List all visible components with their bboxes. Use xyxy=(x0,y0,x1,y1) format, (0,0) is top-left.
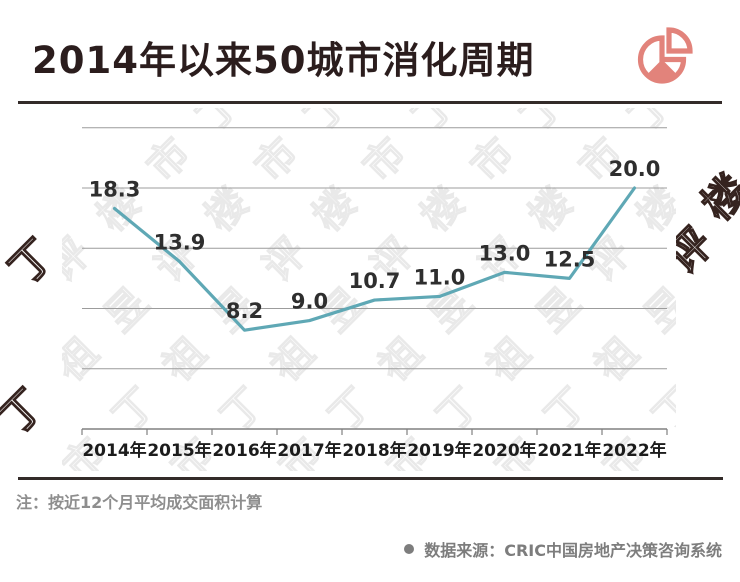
x-axis-label: 2015年 xyxy=(147,440,211,461)
x-axis-label: 2019年 xyxy=(407,440,471,461)
data-point-label: 11.0 xyxy=(414,265,466,289)
data-point-label: 9.0 xyxy=(291,290,328,314)
chart-footnote: 注：按近12个月平均成交面积计算 xyxy=(16,493,263,512)
x-axis-label: 2018年 xyxy=(342,440,406,461)
page-title: 2014年以来50城市消化周期 xyxy=(32,39,535,82)
data-point-label: 13.0 xyxy=(479,241,531,265)
bullet-icon xyxy=(404,544,415,554)
data-point-label: 12.5 xyxy=(544,247,596,271)
watermark-glyph: 丁 xyxy=(0,379,55,445)
trend-line xyxy=(112,186,637,332)
header-divider xyxy=(18,101,722,104)
x-axis-label: 2016年 xyxy=(212,440,276,461)
data-source-text: 数据来源：CRIC中国房地产决策咨询系统 xyxy=(424,541,722,560)
line-chart: 评楼市丁祖昱评楼市丁市丁祖昱评楼市丁市丁祖昱评楼市丁市丁祖昱评楼市丁市丁祖昱评楼… xyxy=(62,108,676,471)
data-point-label: 18.3 xyxy=(89,177,141,201)
x-axis-label: 2021年 xyxy=(537,440,601,461)
data-source-row: 数据来源：CRIC中国房地产决策咨询系统 xyxy=(404,537,722,561)
watermark-glyph: 丁 xyxy=(0,229,65,295)
data-point-label: 20.0 xyxy=(609,157,661,181)
x-axis-label: 2017年 xyxy=(277,440,341,461)
data-point-label: 13.9 xyxy=(154,231,206,255)
watermark-glyph: 楼 xyxy=(692,165,740,231)
data-point-label: 8.2 xyxy=(226,299,263,323)
footer-divider xyxy=(18,477,723,480)
data-point-label: 10.7 xyxy=(349,269,401,293)
pie-chart-logo-icon xyxy=(634,20,696,86)
x-axis-label: 2020年 xyxy=(472,440,536,461)
x-axis-label: 2022年 xyxy=(602,440,666,461)
pie-chart-icon xyxy=(637,27,693,84)
x-axis-label: 2014年 xyxy=(82,440,146,461)
